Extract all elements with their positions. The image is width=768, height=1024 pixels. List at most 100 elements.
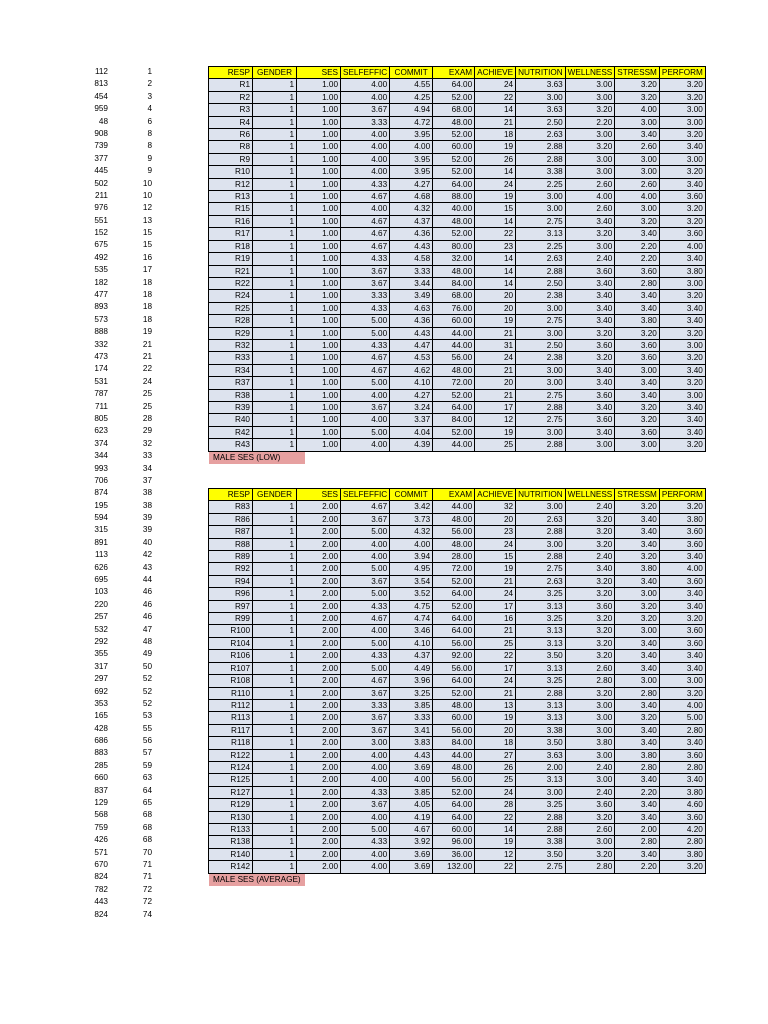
left-number-b: 18 [142,314,152,324]
column-header: WELLNESS [564,487,616,502]
table-cell: 3.00 [658,338,706,353]
table-cell: 4.00 [658,239,706,254]
table-cell: 1 [252,711,297,725]
table-cell: 3.00 [564,78,616,92]
table-cell: 2.00 [296,686,341,700]
table-cell: 4.00 [339,748,391,762]
table-row: R112 1 2.00 3.33 3.85 48.00 13 3.13 3.00 3.40 4.00 [208,698,706,713]
left-number-a: 993 [94,463,108,473]
left-number-a: 374 [94,438,108,448]
table-row: R108 1 2.00 4.67 3.96 64.00 24 3.25 2.80 3.00 3.00 [208,674,706,688]
table-cell: 2.00 [296,512,341,527]
table-cell: 84.00 [432,276,476,291]
table-cell: 22 [474,227,517,241]
table-cell: 52.00 [432,152,476,167]
table-cell: 4.43 [389,748,434,762]
left-number-row: 893 18 [60,301,160,313]
left-number-b: 71 [142,860,152,869]
left-number-a: 332 [94,339,108,349]
table-cell: 2.88 [515,152,566,167]
table-cell: 4.00 [339,165,391,179]
left-number-row: 531 24 [60,376,160,388]
table-cell: 3.00 [515,190,566,204]
table-cell: 3.67 [339,264,391,278]
table-cell: 4.67 [339,351,391,365]
left-number-a: 824 [94,909,108,919]
table-cell: 2.20 [614,785,660,800]
table-cell: 5.00 [339,661,391,676]
left-number-row: 174 22 [60,363,160,375]
table-cell: 2.80 [614,760,660,775]
left-number-a: 377 [94,153,108,163]
table-cell: 1 [252,264,297,278]
table-cell: 3.25 [389,686,434,700]
table-cell: 3.85 [389,785,434,800]
table-cell: 24 [474,78,517,92]
table-cell: 3.00 [564,128,616,142]
table-cell: 1 [252,351,297,365]
table-cell: 3.67 [339,574,391,589]
left-number-b: 40 [142,537,152,547]
data-table-ses-low: RESP GENDER SES SELFEFFIC COMMIT EXAM ACHIEVE N… [208,65,706,452]
left-number-b: 32 [142,438,152,448]
left-number-b: 44 [142,575,152,585]
table-cell: 3.00 [564,438,616,452]
table-cell: 3.00 [658,115,706,130]
table-cell: 3.20 [564,227,616,241]
left-number-row: 165 53 [60,710,160,722]
table-cell: R117 [208,723,253,738]
table-cell: 1 [252,227,297,241]
table-cell: 64.00 [432,177,476,192]
left-number-b: 6 [147,116,152,126]
table-cell: 4.33 [339,599,391,614]
table-cell: 4.00 [339,128,391,142]
table-cell: 48.00 [432,363,476,378]
table-row: R25 1 1.00 4.33 4.63 76.00 20 3.00 3.40 3.40 3.40 [208,301,706,316]
table-cell: 64.00 [432,798,476,812]
left-number-b: 38 [142,488,152,498]
table-cell: 3.20 [658,165,706,179]
left-number-row: 739 8 [60,140,160,152]
table-cell: 4.67 [389,822,434,837]
table-cell: 3.67 [339,400,391,415]
left-number-b: 18 [142,290,152,300]
table-cell: 4.04 [389,425,434,440]
table-cell: 44.00 [432,326,476,340]
table-cell: 1 [252,674,297,688]
left-number-a: 594 [94,513,108,523]
table-cell: 2.88 [515,822,566,837]
table-cell: 3.96 [389,674,434,688]
table-cell: 24 [474,674,517,688]
table-cell: 1.00 [296,351,341,365]
table-cell: 3.00 [614,152,660,167]
table-cell: 2.00 [296,649,341,663]
table-cell: 20 [474,723,517,738]
table-cell: 1 [252,202,297,216]
table-cell: 3.00 [515,202,566,216]
table-cell: 3.38 [515,165,566,179]
table-cell: 1 [252,736,297,750]
table-cell: 1.00 [296,78,341,92]
left-number-row: 492 16 [60,252,160,264]
table-cell: R88 [208,537,253,552]
table-cell: 1.00 [296,400,341,415]
table-cell: 22 [474,860,517,874]
table-cell: 1 [252,90,297,105]
table-cell: 3.67 [339,798,391,812]
left-number-a: 551 [94,215,108,225]
table-row: R1 1 1.00 4.00 4.55 64.00 24 3.63 3.00 3.20 3.20 [208,78,706,92]
table-cell: 2.00 [296,835,341,849]
left-number-a: 165 [94,711,108,721]
table-cell: 3.60 [614,338,660,353]
table-cell: 3.33 [339,115,391,130]
table-cell: 1 [252,376,297,390]
table-cell: 1 [252,537,297,552]
table-row: R24 1 1.00 3.33 3.49 68.00 20 2.38 3.40 3.40 3.20 [208,289,706,303]
left-number-a: 355 [94,649,108,659]
table-cell: 3.13 [515,661,566,676]
left-number-row: 568 68 [60,809,160,821]
table-cell: 3.40 [658,425,706,440]
left-number-row: 129 65 [60,797,160,809]
left-number-a: 891 [94,537,108,547]
left-number-a: 706 [94,475,108,485]
